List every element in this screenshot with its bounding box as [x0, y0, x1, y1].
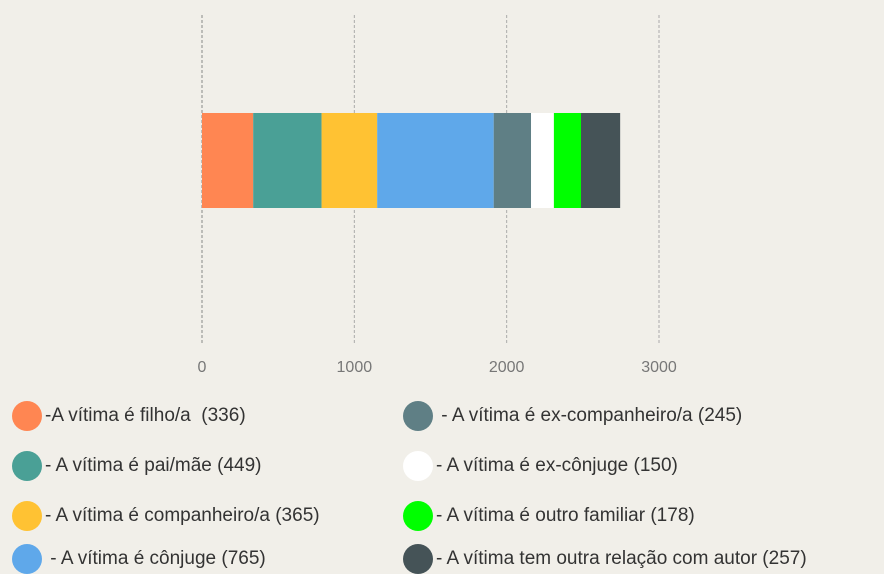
bar-segment [553, 113, 582, 208]
legend-swatch [403, 544, 433, 574]
legend-label: - A vítima é ex-companheiro/a (245) [436, 405, 742, 426]
legend-label: - A vítima é companheiro/a (365) [45, 505, 320, 526]
x-tick-label: 3000 [641, 359, 677, 376]
bar-segment [377, 113, 494, 208]
x-tick-label: 2000 [489, 359, 525, 376]
bar-segment [202, 113, 254, 208]
legend-swatch [403, 501, 433, 531]
legend-label: -A vítima é filho/a (336) [45, 405, 246, 426]
legend-label: - A vítima é outro familiar (178) [436, 505, 695, 526]
x-tick-label: 0 [198, 359, 207, 376]
bar-segment [253, 113, 322, 208]
legend-swatch [12, 401, 42, 431]
legend-label: - A vítima tem outra relação com autor (… [436, 548, 807, 569]
legend-swatch [12, 544, 42, 574]
legend-swatch [12, 501, 42, 531]
bar-segment [321, 113, 378, 208]
legend-swatch [403, 451, 433, 481]
legend-swatch [12, 451, 42, 481]
legend-label: - A vítima é pai/mãe (449) [45, 455, 262, 476]
legend-swatch [403, 401, 433, 431]
x-tick-label: 1000 [337, 359, 373, 376]
legend-label: - A vítima é ex-cônjuge (150) [436, 455, 678, 476]
bar-segment [493, 113, 532, 208]
legend-label: - A vítima é cônjuge (765) [45, 548, 266, 569]
bar-segment [531, 113, 554, 208]
bar-segment [581, 113, 621, 208]
